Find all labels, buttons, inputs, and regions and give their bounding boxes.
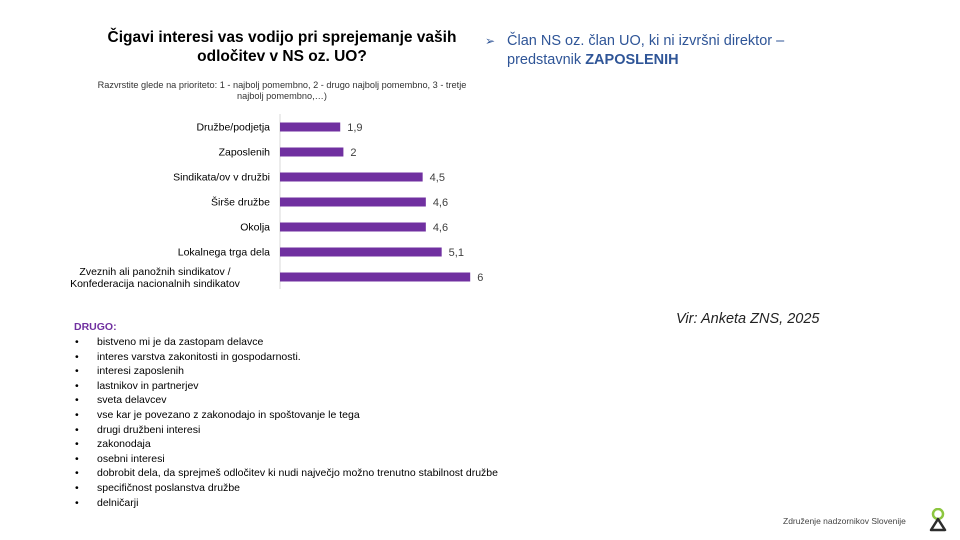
bar-chart: Družbe/podjetja 1,9 Zaposlenih 2 Sindikata/o… [70,114,483,290]
other-answer-text: vse kar je povezano z zakonodajo in spoš… [97,408,360,421]
other-answers-title: DRUGO: [74,321,117,333]
data-label: 1,9 [347,122,362,134]
bullet-dot-icon: • [75,394,79,407]
other-answer-item: • specifičnost poslanstva družbe [72,481,498,496]
other-answer-text: interesi zaposlenih [97,365,184,378]
chart-subtitle: Razvrstite glede na prioriteto: 1 - najb… [97,80,467,101]
other-answer-item: • osebni interesi [72,452,498,467]
bullet-dot-icon: • [75,379,79,392]
other-answer-item: • bistveno mi je da zastopam delavce [72,335,498,350]
respondent-group-emphasis: ZAPOSLENIH [585,52,679,68]
other-answer-text: osebni interesi [97,452,165,465]
bullet-dot-icon: • [75,423,79,436]
bar [280,222,426,232]
bar [280,247,442,257]
bullet-dot-icon: • [75,365,79,378]
other-answers-list: • bistveno mi je da zastopam delavce • inte… [72,335,498,510]
bullet-dot-icon: • [75,408,79,421]
source-note: Vir: Anketa ZNS, 2025 [676,311,820,327]
chart-title: Čigavi interesi vas vodijo pri sprejeman… [107,29,457,65]
respondent-group-label: Član NS oz. član UO, ki ni izvršni direk… [507,33,785,68]
other-answer-item: • delničarji [72,496,498,511]
data-label: 2 [350,147,356,159]
other-answer-text: dobrobit dela, da sprejmeš odločitev ki … [97,467,498,480]
other-answer-item: • interes varstva zakonitosti in gospodar… [72,350,498,365]
other-answer-item: • drugi družbeni interesi [72,423,498,438]
other-answer-text: specifičnost poslanstva družbe [97,481,240,494]
category-label: Okolja [240,222,270,234]
bar [280,172,423,182]
bullet-dot-icon: • [75,438,79,451]
category-label: Širše družbe [211,196,270,209]
other-answer-item: • dobrobit dela, da sprejmeš odločitev ki… [72,466,498,481]
respondent-group-bullet: ➢ Član NS oz. član UO, ki ni izvršni dir… [485,32,825,70]
other-answer-item: • interesi zaposlenih [72,364,498,379]
bar [280,122,341,132]
bullet-dot-icon: • [75,467,79,480]
bar [280,197,426,207]
other-answer-text: delničarji [97,496,139,509]
data-label: 6 [477,272,483,284]
data-label: 4,6 [433,222,448,234]
bullet-dot-icon: • [75,496,79,509]
bullet-dot-icon: • [75,350,79,363]
other-answer-item: • sveta delavcev [72,393,498,408]
other-answer-text: bistveno mi je da zastopam delavce [97,336,264,348]
bullet-dot-icon: • [75,481,79,494]
other-answer-item: • lastnikov in partnerjev [72,379,498,394]
bar [280,272,471,282]
organization-logo-icon [929,508,947,532]
category-label: Sindikata/ov v družbi [173,172,270,184]
other-answer-item: • zakonodaja [72,437,498,452]
category-label: Zveznih ali panožnih sindikatov / Konfede… [70,266,241,290]
other-answer-text: interes varstva zakonitosti in gospodarn… [97,350,301,363]
bullet-dot-icon: • [75,452,79,465]
respondent-group-text: Član NS oz. član UO, ki ni izvršni direk… [485,32,825,70]
other-answer-item: • vse kar je povezano z zakonodajo in spo… [72,408,498,423]
data-label: 5,1 [449,247,464,259]
arrow-bullet-icon: ➢ [485,34,496,48]
category-label: Družbe/podjetja [196,122,270,134]
other-answer-text: sveta delavcev [97,394,167,407]
bar [280,147,344,157]
other-answer-text: drugi družbeni interesi [97,423,201,436]
bullet-dot-icon: • [75,336,79,348]
other-answer-text: lastnikov in partnerjev [97,379,199,392]
data-label: 4,6 [433,197,448,209]
category-label: Lokalnega trga dela [178,247,270,259]
data-label: 4,5 [430,172,445,184]
category-label: Zaposlenih [219,147,271,159]
other-answer-text: zakonodaja [97,438,151,451]
footer-organization: Združenje nadzornikov Slovenije [783,516,906,526]
